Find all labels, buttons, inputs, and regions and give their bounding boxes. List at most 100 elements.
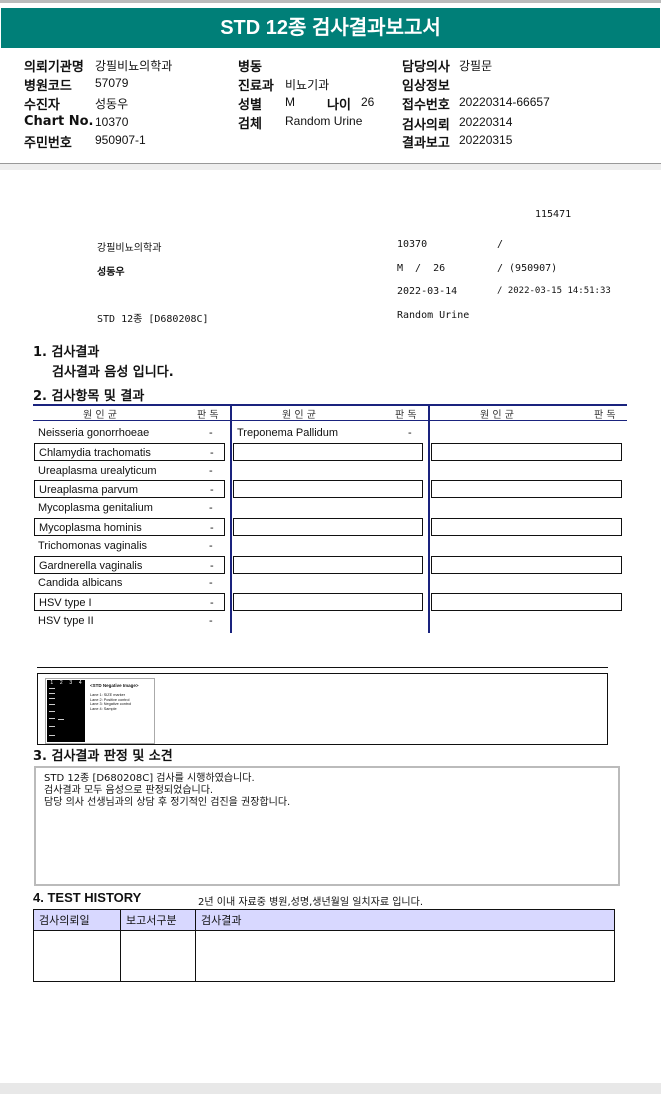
table-row — [431, 462, 622, 480]
table-row: Gardnerella vaginalis - — [34, 555, 225, 574]
lane-number: 4 — [78, 680, 82, 686]
lane-number: 3 — [69, 680, 73, 686]
info-label: 결과보고 — [402, 136, 450, 151]
table-row — [431, 480, 622, 499]
header-result: 판 독 — [395, 410, 417, 421]
section2-title: 2. 검사항목 및 결과 — [33, 389, 145, 404]
comment-line: STD 12종 [D680208C] 검사를 시행하였습니다. — [44, 773, 255, 784]
lane-number: 1 — [50, 680, 54, 686]
table-row — [431, 537, 622, 555]
report-chart-sep: / — [497, 239, 504, 250]
info-label: 검체 — [238, 117, 262, 132]
history-cell — [33, 930, 121, 982]
organism-name: Ureaplasma urealyticum — [38, 464, 157, 477]
column-divider — [230, 405, 232, 633]
table-row — [431, 574, 622, 592]
info-value: 강필비뇨의학과 — [95, 59, 173, 73]
header-organism: 원 인 균 — [282, 410, 316, 421]
organism-name: Neisseria gonorrhoeae — [38, 427, 150, 439]
report-test: STD 12종 [D680208C] — [97, 314, 209, 325]
info-value: 강필문 — [459, 59, 493, 73]
table-row: HSV type II - — [34, 612, 225, 630]
report-patient: 성동우 — [97, 267, 125, 278]
gel-title: <STD Negative Image> — [90, 683, 139, 688]
info-label: 의뢰기관명 — [24, 60, 84, 75]
table-header-line — [33, 420, 627, 421]
organism-name: Ureaplasma parvum — [39, 484, 139, 497]
history-header-date: 검사의뢰일 — [33, 909, 121, 931]
info-label: 병원코드 — [24, 79, 72, 94]
window-top-border — [0, 0, 661, 3]
info-value: 10370 — [95, 115, 129, 129]
table-row — [431, 442, 622, 461]
gel-legend-item: Lane 2: Positive control — [90, 697, 130, 702]
table-row: Ureaplasma urealyticum - — [34, 462, 225, 480]
window-bottom-bar — [0, 1083, 661, 1094]
table-row: HSV type I - — [34, 593, 225, 612]
result-value: - — [209, 464, 213, 477]
table-row — [233, 462, 423, 480]
divider — [0, 163, 661, 170]
marker-band — [49, 688, 55, 689]
comment-line: 담당 의사 선생님과의 상담 후 정기적인 검진을 권장합니다. — [44, 797, 291, 808]
section1-summary: 검사결과 음성 입니다. — [52, 365, 174, 380]
table-row: Trichomonas vaginalis - — [34, 537, 225, 555]
organism-name: Gardnerella vaginalis — [39, 559, 143, 572]
table-row — [233, 518, 423, 536]
organism-name: HSV type I — [39, 597, 92, 610]
comment-box: STD 12종 [D680208C] 검사를 시행하였습니다. 검사결과 모두 … — [34, 766, 620, 886]
marker-band — [49, 693, 55, 694]
info-value: 비뇨기과 — [285, 78, 330, 92]
report-clinic: 강필비뇨의학과 — [97, 243, 162, 254]
result-value: - — [210, 597, 214, 610]
section4-title: 4. TEST HISTORY — [33, 890, 142, 905]
organism-name: Chlamydia trachomatis — [39, 446, 151, 459]
info-label: 검사의뢰 — [402, 118, 450, 133]
gel-image-frame — [37, 673, 608, 745]
header-result: 판 독 — [594, 410, 616, 421]
marker-band — [49, 711, 55, 712]
table-row — [233, 593, 423, 612]
table-row: Ureaplasma parvum - — [34, 480, 225, 499]
info-value: 성동우 — [95, 97, 129, 111]
info-label: 임상정보 — [402, 79, 450, 94]
report-date: 2022-03-14 — [397, 286, 458, 297]
table-row — [431, 499, 622, 517]
table-row — [431, 518, 622, 536]
report-title: STD 12종 검사결과보고서 — [1, 8, 660, 48]
table-row: Mycoplasma genitalium - — [34, 499, 225, 517]
info-value: 950907-1 — [95, 133, 146, 147]
result-value: - — [408, 427, 412, 439]
table-row: Neisseria gonorrhoeae - — [34, 424, 225, 442]
header-organism: 원 인 균 — [83, 410, 117, 421]
section3-title: 3. 검사결과 판정 및 소견 — [33, 749, 173, 764]
marker-band — [49, 718, 55, 719]
info-label: 성별 — [238, 98, 262, 113]
result-value: - — [210, 446, 214, 459]
report-chart: 10370 — [397, 239, 428, 250]
report-datetime: / 2022-03-15 14:51:33 — [497, 286, 611, 296]
organism-name: Trichomonas vaginalis — [38, 539, 148, 552]
organism-name: Mycoplasma genitalium — [38, 502, 153, 515]
marker-band — [49, 735, 55, 736]
table-row — [431, 555, 622, 574]
table-row: Mycoplasma hominis - — [34, 518, 225, 536]
age-value: 26 — [361, 95, 375, 109]
info-value: 20220314 — [459, 115, 513, 129]
gel-legend: Lane 1: SIZE marker Lane 2: Positive cont… — [90, 693, 131, 711]
comment-line: 검사결과 모두 음성으로 판정되었습니다. — [44, 785, 214, 796]
info-label: 접수번호 — [402, 98, 450, 113]
info-value: Random Urine — [285, 114, 363, 128]
table-row: Candida albicans - — [34, 574, 225, 592]
positive-band — [58, 719, 64, 720]
info-label: 진료과 — [238, 79, 274, 94]
history-note: 2년 이내 자료중 병원,성명,생년월일 일치자료 입니다. — [198, 897, 423, 908]
organism-name: Treponema Pallidum — [237, 427, 339, 439]
info-label: 병동 — [238, 60, 262, 75]
column-divider — [428, 405, 430, 633]
gel-legend-item: Lane 1: SIZE marker — [90, 693, 126, 697]
header-organism: 원 인 균 — [480, 410, 514, 421]
organism-name: Candida albicans — [38, 577, 123, 590]
